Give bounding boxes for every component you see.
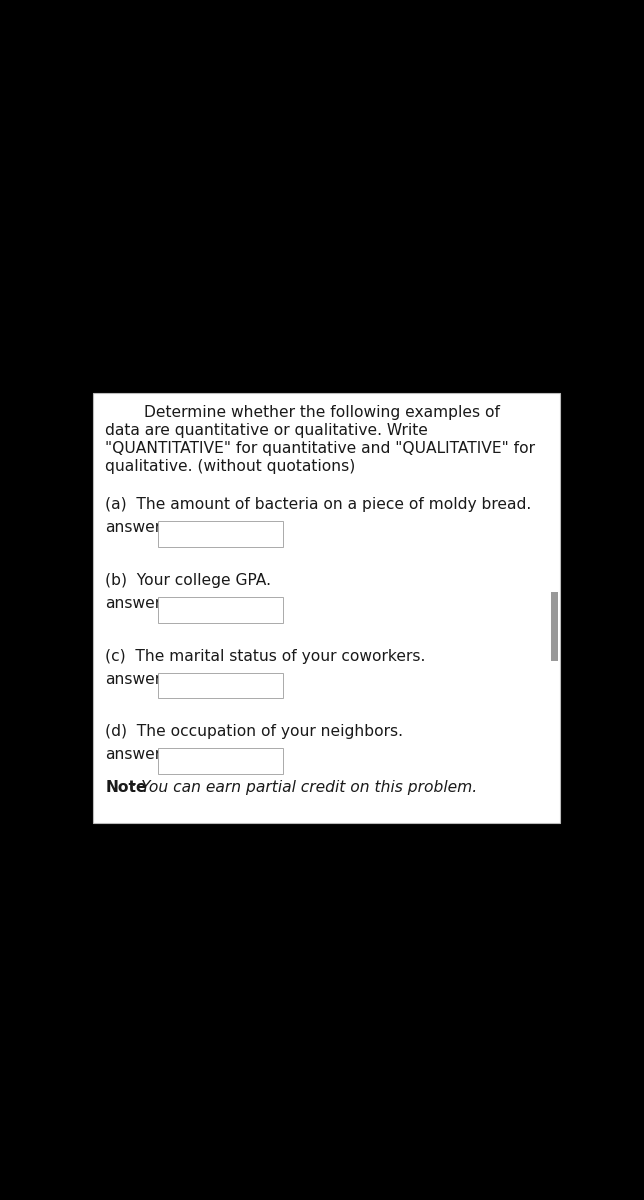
Bar [158,521,283,547]
Text: answer:: answer: [106,748,167,762]
Text: (d)  The occupation of your neighbors.: (d) The occupation of your neighbors. [106,725,403,739]
Bar [158,749,283,774]
Bar [158,672,283,698]
Text: answer:: answer: [106,520,167,535]
Text: (c)  The marital status of your coworkers.: (c) The marital status of your coworkers… [106,648,426,664]
Bar [551,592,558,661]
Text: (b)  Your college GPA.: (b) Your college GPA. [106,572,272,588]
Bar [158,596,283,623]
Text: answer:: answer: [106,596,167,611]
Text: Note: Note [106,780,147,794]
Text: Determine whether the following examples of: Determine whether the following examples… [106,404,500,420]
Text: qualitative. (without quotations): qualitative. (without quotations) [106,458,355,474]
Text: answer:: answer: [106,672,167,686]
Text: : You can earn partial credit on this problem.: : You can earn partial credit on this pr… [131,780,478,794]
Text: (a)  The amount of bacteria on a piece of moldy bread.: (a) The amount of bacteria on a piece of… [106,497,532,512]
Text: data are quantitative or qualitative. Write: data are quantitative or qualitative. Wr… [106,422,428,438]
Text: "QUANTITATIVE" for quantitative and "QUALITATIVE" for: "QUANTITATIVE" for quantitative and "QUA… [106,440,535,456]
Bar [93,394,560,823]
